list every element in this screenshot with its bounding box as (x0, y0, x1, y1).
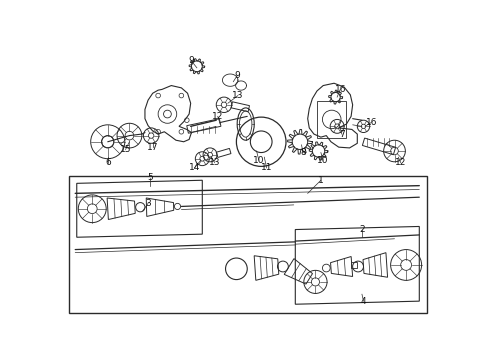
Text: 16: 16 (366, 118, 377, 127)
Text: 15: 15 (120, 145, 131, 154)
Text: 12: 12 (395, 158, 406, 167)
Text: 7: 7 (339, 130, 344, 139)
Text: 13: 13 (209, 158, 221, 167)
Text: 13: 13 (232, 91, 244, 100)
Text: 16: 16 (335, 85, 346, 94)
Text: 3: 3 (145, 199, 151, 208)
Text: 17: 17 (147, 143, 158, 152)
Text: 2: 2 (359, 225, 365, 234)
Bar (317, 101, 346, 138)
Text: 11: 11 (261, 163, 272, 172)
Text: 1: 1 (318, 176, 324, 185)
Text: 9: 9 (234, 71, 240, 80)
Text: 6: 6 (105, 158, 111, 167)
Text: 4: 4 (361, 297, 367, 306)
Text: 10: 10 (318, 156, 329, 165)
Text: 8: 8 (300, 148, 306, 157)
Bar (351, 262, 357, 268)
Text: 12: 12 (212, 112, 223, 121)
Text: 10: 10 (253, 156, 265, 165)
Text: 14: 14 (189, 163, 200, 172)
Bar (69, 176, 427, 313)
Text: 9: 9 (189, 57, 195, 66)
Text: 5: 5 (147, 174, 153, 183)
